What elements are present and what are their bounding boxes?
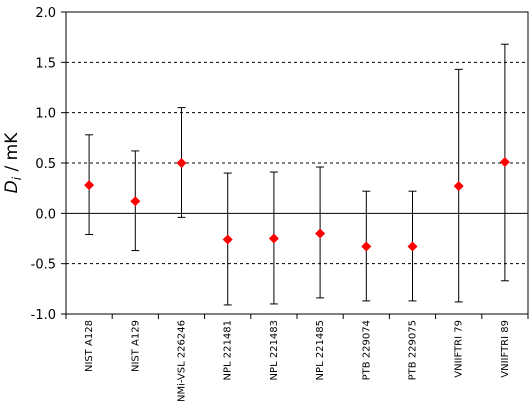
x-tick-label: PTB 229075 <box>408 320 419 380</box>
data-point-diamond <box>176 158 187 168</box>
data-point-diamond <box>222 234 233 245</box>
x-axis-ticks: NIST A128 NIST A129 NMi-VSL 226246 NPL 2214… <box>65 314 529 402</box>
x-tick-label: NMi-VSL 226246 <box>177 320 188 402</box>
data-point-diamond <box>407 241 418 252</box>
error-bars <box>85 43 509 306</box>
y-axis-label-unit: / mK <box>2 132 22 177</box>
x-tick-label: NPL 221485 <box>315 320 326 380</box>
x-tick-label: NIST A128 <box>84 320 95 372</box>
y-tick-label: 0.0 <box>35 207 56 222</box>
data-point-diamond <box>268 233 279 244</box>
y-tick-label: -1.0 <box>31 308 56 323</box>
y-axis-label-subscript: i <box>10 176 24 180</box>
x-tick-label: NPL 221483 <box>269 320 280 380</box>
data-points <box>84 156 510 252</box>
y-tick-label: -0.5 <box>31 258 56 273</box>
x-tick-label: NIST A129 <box>130 320 141 372</box>
data-point-diamond <box>84 180 95 191</box>
data-point-diamond <box>315 228 326 239</box>
y-tick-label: 1.5 <box>35 56 56 71</box>
x-tick-label: VNIIFTRI 89 <box>500 320 511 378</box>
grid-lines <box>66 61 528 265</box>
y-axis-label-symbol: D <box>2 180 22 193</box>
data-point-diamond <box>361 241 372 252</box>
x-tick-label: VNIIFTRI 79 <box>454 320 465 378</box>
y-tick-label: 1.0 <box>35 107 56 122</box>
y-axis-ticks: -1.0 -0.5 0.0 0.5 1.0 1.5 2.0 <box>31 6 66 323</box>
y-tick-label: 0.5 <box>35 157 56 172</box>
data-point-diamond <box>130 196 141 207</box>
y-axis-label: Di / mK <box>2 132 24 194</box>
x-tick-label: NPL 221481 <box>223 320 234 380</box>
y-tick-label: 2.0 <box>35 6 56 21</box>
data-point-diamond <box>499 156 510 167</box>
x-tick-label: PTB 229074 <box>361 320 372 380</box>
data-point-diamond <box>453 181 464 192</box>
